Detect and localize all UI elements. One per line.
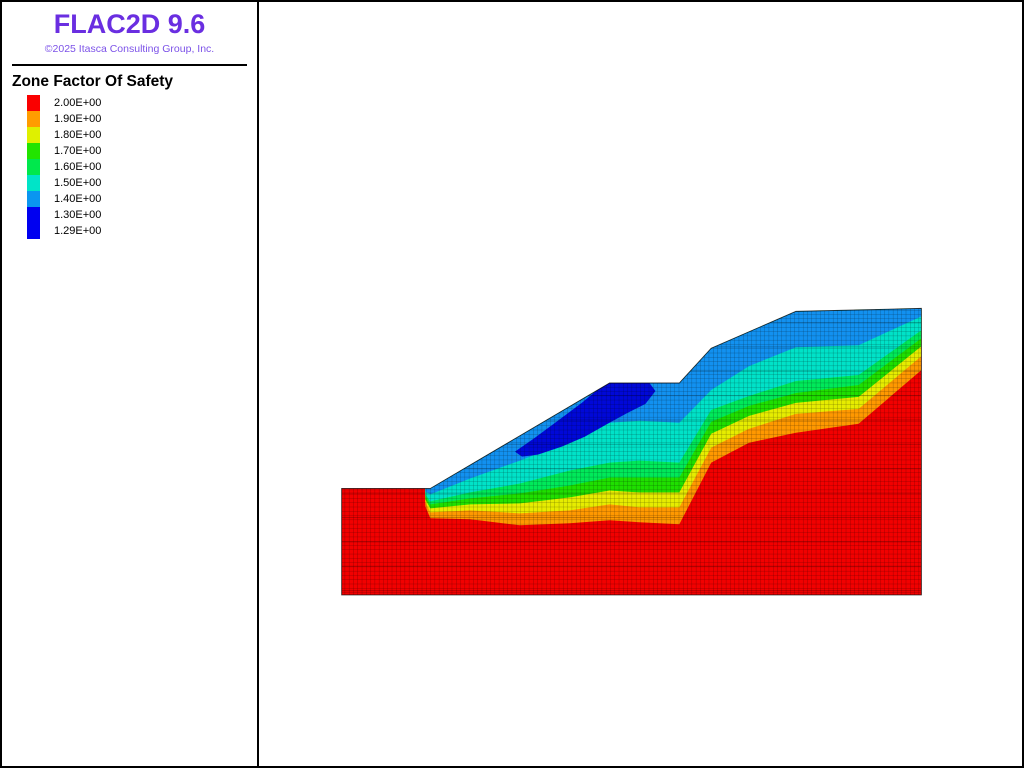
legend-label: 1.29E+00	[54, 225, 102, 237]
legend-swatch	[27, 143, 40, 159]
legend-swatch	[27, 159, 40, 175]
legend-row: 1.80E+00	[27, 127, 257, 143]
legend-swatch	[27, 191, 40, 207]
legend-separator	[12, 64, 247, 66]
legend-sidebar: FLAC2D 9.6 ©2025 Itasca Consulting Group…	[2, 2, 259, 766]
legend-row: 1.70E+00	[27, 143, 257, 159]
legend-row: 1.50E+00	[27, 175, 257, 191]
legend-row: 1.30E+00	[27, 207, 257, 223]
legend-row: 2.00E+00	[27, 95, 257, 111]
legend-swatch	[27, 111, 40, 127]
legend-label: 1.60E+00	[54, 161, 102, 173]
legend-label: 1.90E+00	[54, 113, 102, 125]
app-title: FLAC2D 9.6	[53, 9, 206, 39]
legend-swatch	[27, 223, 40, 239]
legend-swatch	[27, 95, 40, 111]
legend-label: 1.40E+00	[54, 193, 102, 205]
legend-row: 1.40E+00	[27, 191, 257, 207]
legend-swatch	[27, 127, 40, 143]
legend-label: 1.80E+00	[54, 129, 102, 141]
legend-label: 1.70E+00	[54, 145, 102, 157]
legend-title: Zone Factor Of Safety	[12, 73, 174, 90]
copyright-text: ©2025 Itasca Consulting Group, Inc.	[44, 43, 215, 55]
legend-row: 1.29E+00	[27, 223, 257, 239]
legend-label: 1.30E+00	[54, 209, 102, 221]
fos-legend: 2.00E+00 1.90E+00 1.80E+00 1.70E+00 1.60E+00…	[27, 95, 257, 239]
legend-row: 1.60E+00	[27, 159, 257, 175]
legend-label: 2.00E+00	[54, 97, 102, 109]
mesh-boundary	[341, 307, 922, 596]
legend-swatch	[27, 175, 40, 191]
mesh-grid-overlay	[341, 308, 922, 595]
legend-label: 1.50E+00	[54, 177, 102, 189]
legend-row: 1.90E+00	[27, 111, 257, 127]
legend-swatch	[27, 207, 40, 223]
